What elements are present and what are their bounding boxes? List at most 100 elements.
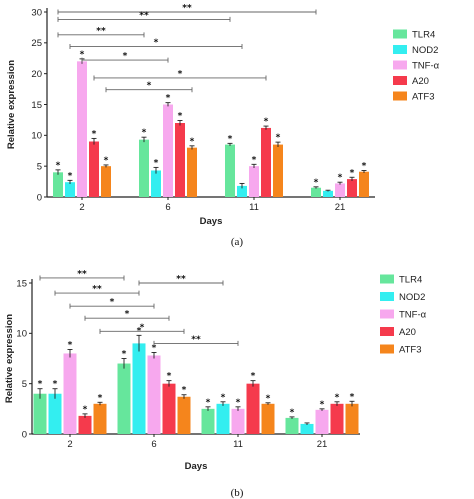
significance-star: * — [228, 134, 233, 144]
legend-label: ATF3 — [412, 92, 435, 103]
significance-star: * — [154, 158, 159, 168]
y-tick-label: 0 — [37, 192, 42, 203]
significance-star: * — [266, 394, 271, 404]
y-tick-label: 0 — [22, 429, 27, 440]
x-axis-title: Days — [185, 461, 208, 472]
significance-star: * — [38, 380, 43, 390]
y-tick-label: 30 — [31, 7, 42, 18]
significance-star: * — [80, 50, 85, 60]
significance-star: * — [53, 380, 58, 390]
significance-star: * — [190, 137, 195, 147]
significance-star: * — [221, 393, 226, 403]
chart-panel-a: 0 5 10 15 20 25 30 2 6 11 21 Days Relative expressio… — [6, 4, 440, 228]
significance-star: * — [83, 405, 88, 415]
comparison-label: ** — [77, 269, 87, 279]
x-tick-label: 6 — [151, 439, 156, 450]
significance-star: * — [335, 393, 340, 403]
bar — [311, 187, 321, 197]
comparison-label: ** — [96, 26, 106, 36]
significance-star: * — [320, 400, 325, 410]
bar — [89, 141, 99, 197]
bar — [237, 185, 247, 197]
significance-star: * — [314, 178, 319, 188]
panel-label-b: (b) — [231, 487, 244, 499]
bar — [187, 147, 197, 197]
legend-label: TNF-α — [412, 61, 440, 72]
comparison-label: ** — [191, 335, 201, 345]
significance-star: * — [166, 94, 171, 104]
significance-star: * — [92, 129, 97, 139]
bar — [162, 383, 176, 434]
y-tick-label: 25 — [31, 38, 42, 49]
bar — [285, 417, 299, 434]
x-tick-label: 2 — [67, 439, 72, 450]
y-tick-label: 10 — [16, 329, 27, 340]
bar — [175, 123, 185, 197]
significance-star: * — [178, 112, 183, 122]
legend-swatch — [380, 327, 394, 336]
significance-star: * — [350, 168, 355, 178]
bar — [177, 396, 191, 434]
significance-star: * — [104, 156, 109, 166]
bar — [225, 144, 235, 197]
x-tick-label: 11 — [249, 202, 259, 213]
comparison-label: * — [178, 69, 183, 79]
y-axis-title: Relative expression — [4, 314, 15, 403]
significance-star: * — [56, 161, 61, 171]
bar — [93, 403, 107, 434]
comparison-label: ** — [176, 275, 186, 285]
legend-swatch — [380, 309, 394, 319]
comparison-label: * — [123, 52, 128, 62]
bar — [330, 403, 344, 434]
x-tick-label: 21 — [317, 439, 328, 450]
significance-star: * — [290, 408, 295, 418]
legend-label: TNF-α — [399, 310, 427, 321]
bar — [216, 403, 230, 434]
comparison-label: * — [140, 323, 145, 333]
comparison-label: * — [154, 38, 159, 48]
significance-star: * — [276, 133, 281, 143]
bar — [201, 408, 215, 434]
x-tick-label: 2 — [79, 202, 84, 213]
bar — [335, 183, 345, 197]
comparison-label: ** — [92, 285, 102, 295]
y-tick-label: 20 — [31, 69, 42, 80]
bar — [117, 363, 131, 434]
significance-star: * — [338, 173, 343, 183]
y-tick-label: 5 — [37, 161, 42, 172]
comparison-label: * — [110, 298, 115, 308]
legend-swatch — [380, 292, 394, 301]
bar — [65, 182, 75, 197]
bar — [300, 423, 314, 434]
significance-star: * — [350, 392, 355, 402]
bar — [63, 353, 77, 434]
legend-label: ATF3 — [399, 345, 422, 356]
y-tick-label: 5 — [22, 379, 27, 390]
bar — [139, 139, 149, 197]
significance-star: * — [98, 393, 103, 403]
significance-star: * — [68, 340, 73, 350]
bar — [231, 408, 245, 434]
legend-label: A20 — [412, 76, 429, 87]
bar — [77, 61, 87, 198]
bar — [78, 415, 92, 434]
legend-swatch — [393, 91, 407, 101]
bar — [163, 104, 173, 197]
bar — [347, 179, 357, 197]
legend-swatch — [393, 29, 407, 39]
bar — [147, 355, 161, 434]
legend-swatch — [393, 76, 407, 85]
y-axis-title: Relative expression — [6, 60, 17, 149]
bar — [246, 383, 260, 434]
bar — [315, 409, 329, 434]
legend-swatch — [380, 274, 394, 284]
panel-label-a: (a) — [231, 236, 244, 248]
comparison-label: ** — [182, 4, 192, 14]
x-tick-label: 21 — [335, 202, 346, 213]
legend-swatch — [380, 344, 394, 354]
y-tick-label: 15 — [16, 278, 27, 289]
significance-star: * — [252, 155, 257, 165]
bar — [101, 166, 111, 197]
x-tick-label: 6 — [165, 202, 170, 213]
